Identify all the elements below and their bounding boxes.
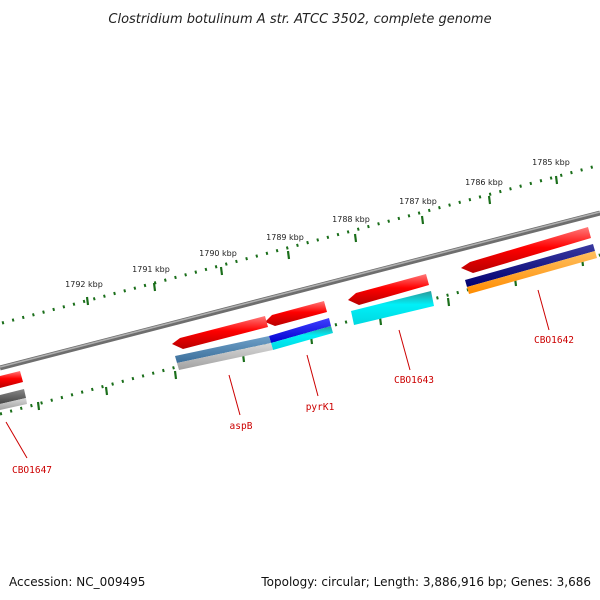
chromosome-backbone-highlight <box>0 211 600 368</box>
kbp-label: 1787 kbp <box>399 197 437 206</box>
major-tick <box>353 233 358 243</box>
band-gray <box>177 343 273 370</box>
major-tick <box>487 195 492 205</box>
band-orange <box>467 251 597 294</box>
major-tick <box>85 296 90 306</box>
kbp-label: 1785 kbp <box>532 158 570 167</box>
major-tick <box>420 215 425 225</box>
gene-feature-cbo1642[interactable] <box>461 227 591 273</box>
feature-bands <box>0 244 597 410</box>
leader-line <box>398 329 411 371</box>
major-tick <box>36 401 41 411</box>
kbp-labels: 1785 kbp 1786 kbp 1787 kbp 1788 kbp 1789… <box>65 158 570 289</box>
band-steelblue <box>175 336 271 363</box>
band-cyan <box>271 326 333 350</box>
leader-line <box>537 289 550 331</box>
kbp-label: 1792 kbp <box>65 280 103 289</box>
gene-label-cbo1643[interactable]: CBO1643 <box>394 375 434 386</box>
gene-label-cbo1647[interactable]: CBO1647 <box>12 465 52 476</box>
leader-line <box>5 421 28 459</box>
band-blue <box>269 318 331 343</box>
kbp-label: 1790 kbp <box>199 249 237 258</box>
major-ticks-outer <box>85 175 559 306</box>
topology-text: Topology: circular; Length: 3,886,916 bp… <box>260 575 591 589</box>
major-tick <box>286 250 291 260</box>
outer-tick-ring <box>1 163 600 325</box>
major-tick <box>219 266 224 276</box>
gene-labels: CBO1642 CBO1643 pyrK1 aspB CBO1647 <box>12 335 574 476</box>
forward-genes <box>0 227 591 388</box>
kbp-label: 1789 kbp <box>266 233 304 242</box>
major-tick <box>554 175 559 185</box>
leader-line <box>228 374 241 416</box>
kbp-label: 1791 kbp <box>132 265 170 274</box>
leader-line <box>306 354 319 397</box>
gene-feature-cbo1643[interactable] <box>348 274 429 305</box>
band-cyan <box>351 291 434 325</box>
major-tick <box>173 370 178 380</box>
band-navy <box>465 244 595 287</box>
band-gray <box>0 398 27 410</box>
kbp-label: 1788 kbp <box>332 215 370 224</box>
gene-feature-cbo1647[interactable] <box>0 371 23 388</box>
kbp-label: 1786 kbp <box>465 178 503 187</box>
accession-text: Accession: NC_009495 <box>9 575 145 589</box>
gene-feature-aspb[interactable] <box>172 316 268 349</box>
map-title: Clostridium botulinum A str. ATCC 3502, … <box>108 12 491 27</box>
gene-label-cbo1642[interactable]: CBO1642 <box>534 335 574 346</box>
band-darkgray <box>0 389 26 404</box>
major-tick <box>152 282 157 292</box>
major-tick <box>104 386 109 396</box>
gene-feature-pyrk1[interactable] <box>265 301 327 326</box>
major-tick <box>446 297 451 307</box>
gene-label-pyrk1[interactable]: pyrK1 <box>306 402 335 413</box>
gene-label-aspb[interactable]: aspB <box>230 421 253 432</box>
leader-lines <box>5 289 550 459</box>
